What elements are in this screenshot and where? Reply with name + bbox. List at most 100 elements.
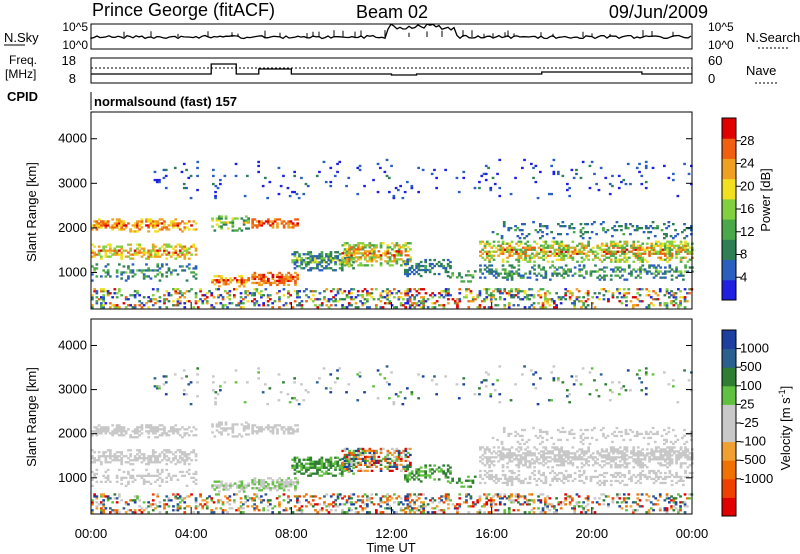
heatmap-cell [634,460,638,463]
heatmap-cell [587,446,590,449]
nsearch-tick-bottom: 10^0 [708,38,734,52]
heatmap-cell [664,254,667,257]
heatmap-cell [109,251,112,254]
heatmap-cell [395,252,399,255]
heatmap-cell [517,479,521,483]
heatmap-cell [385,174,389,178]
heatmap-cell [531,266,534,269]
heatmap-cell [467,306,471,309]
date-title: 09/Jun/2009 [609,2,708,22]
heatmap-cell [679,258,683,261]
heatmap-cell [462,296,466,299]
heatmap-cell [401,196,405,200]
heatmap-cell [131,468,135,472]
heatmap-cell [558,456,561,459]
heatmap-cell [542,473,545,477]
heatmap-cell [568,296,572,299]
heatmap-cell [503,270,507,273]
heatmap-cell [311,294,315,297]
heatmap-cell [239,300,243,303]
heatmap-cell [102,288,105,291]
heatmap-cell [160,478,164,481]
heatmap-cell [93,251,96,254]
heatmap-cell [147,436,150,439]
heatmap-cell [625,450,629,453]
heatmap-cell [437,260,441,264]
heatmap-cell [545,438,549,442]
heatmap-cell [605,266,609,269]
heatmap-cell [652,290,655,293]
heatmap-cell [540,454,543,457]
heatmap-cell [201,302,205,305]
heatmap-cell [572,231,576,234]
heatmap-cell [359,300,362,303]
heatmap-cell [542,240,545,243]
heatmap-cell [354,302,358,305]
heatmap-cell [194,228,198,231]
heatmap-cell [616,288,619,291]
heatmap-cell [515,272,518,275]
heatmap-cell [653,432,657,436]
heatmap-cell [129,455,132,458]
heatmap-cell [643,258,647,261]
heatmap-cell [273,426,277,429]
heatmap-cell [136,453,139,456]
heatmap-cell [644,186,648,190]
heatmap-cell [233,482,237,485]
heatmap-cell [537,246,541,249]
heatmap-cell [688,288,691,291]
heatmap-cell [271,281,275,285]
heatmap-cell [224,486,228,489]
heatmap-cell [395,447,399,451]
heatmap-cell [560,242,563,245]
heatmap-cell [542,458,545,461]
heatmap-cell [124,461,128,464]
heatmap-cell [621,473,624,477]
heatmap-cell [169,461,173,464]
heatmap-cell [406,464,409,467]
heatmap-cell [636,274,640,277]
heatmap-cell [345,465,349,468]
heatmap-cell [338,472,342,475]
heatmap-cell [350,451,354,455]
heatmap-cell [602,221,605,224]
heatmap-cell [653,227,657,230]
heatmap-cell [581,438,585,442]
heatmap-cell [115,430,119,433]
heatmap-cell [496,290,500,293]
heatmap-cell [648,266,651,269]
heatmap-cell [627,256,631,259]
heatmap-cell [620,229,623,232]
heatmap-cell [621,250,624,253]
heatmap-cell [156,478,160,481]
heatmap-cell [345,248,349,251]
heatmap-cell [406,288,410,291]
heatmap-cell [377,298,380,301]
heatmap-cell [158,434,162,437]
heatmap-cell [437,466,441,469]
heatmap-cell [523,290,527,293]
heatmap-cell [185,279,189,282]
heatmap-cell [257,170,260,174]
heatmap-cell [255,220,259,223]
heatmap-cell [350,296,353,299]
heatmap-cell [552,237,556,240]
heatmap-cell [623,452,627,455]
heatmap-cell [100,298,103,301]
heatmap-cell [194,302,198,305]
heatmap-cell [503,250,507,253]
heatmap-cell [532,306,536,309]
heatmap-cell [567,248,570,251]
heatmap-cell [636,298,640,301]
heatmap-cell [518,229,522,232]
heatmap-cell [313,257,317,260]
heatmap-cell [485,270,489,273]
heatmap-cell [501,248,505,251]
heatmap-cell [544,252,548,255]
heatmap-cell [262,281,266,285]
heatmap-cell [271,479,275,482]
heatmap-cell [320,460,324,463]
heatmap-cell [313,462,317,465]
heatmap-cell [643,268,647,271]
